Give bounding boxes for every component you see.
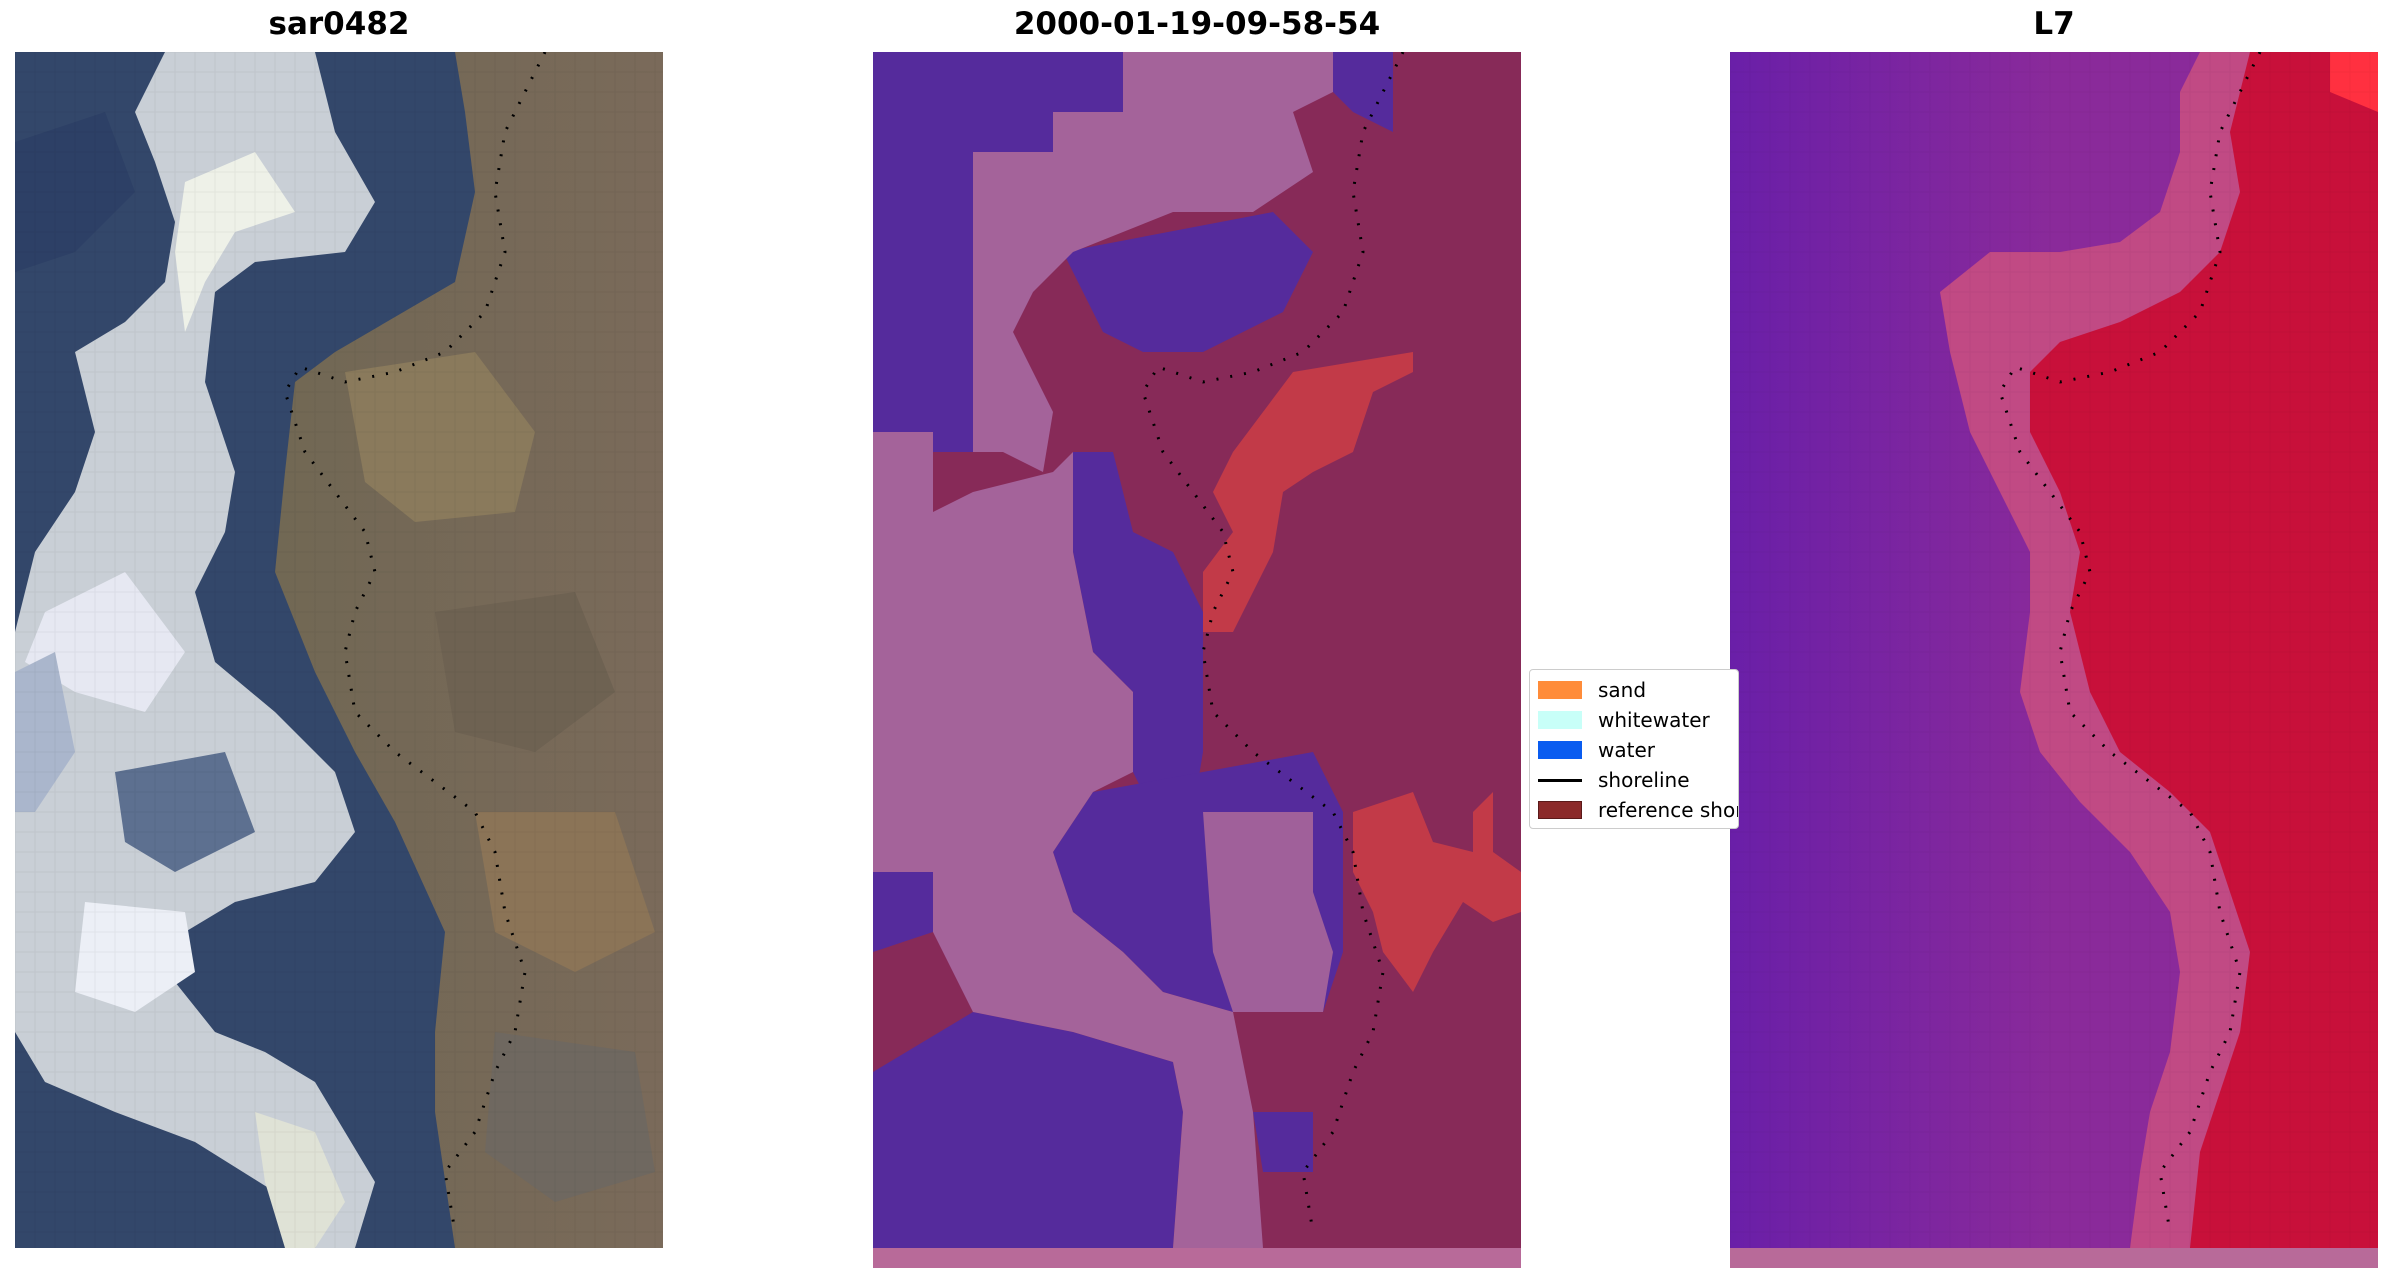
legend-label-sand: sand [1598,678,1647,702]
legend-label-reference-shoreline: reference shoreline [1598,798,1739,822]
shoreline-dots-right [1998,52,2262,1233]
shoreline-dots-center [1141,52,1405,1233]
rgb-satellite-image [15,52,663,1248]
legend-item-reference-shoreline: reference shoreline [1538,797,1739,823]
right-panel-title: L7 [2033,6,2075,42]
legend-label-whitewater: whitewater [1598,708,1710,732]
legend-item-sand: sand [1538,677,1646,703]
legend-item-shoreline: shoreline [1538,767,1690,793]
reference-shoreline-swatch [1538,801,1582,819]
legend-label-shoreline: shoreline [1598,768,1690,792]
legend: sand whitewater water shoreline referenc… [1529,669,1739,829]
l7-index-image [1730,52,2378,1268]
sand-swatch [1538,681,1582,699]
shoreline-dots-left [283,52,547,1233]
legend-label-water: water [1598,738,1655,762]
classified-image [873,52,1521,1268]
whitewater-swatch [1538,711,1582,729]
center-panel-title: 2000-01-19-09-58-54 [1013,6,1381,42]
shoreline-line-swatch [1538,778,1582,782]
left-panel-title: sar0482 [268,6,410,42]
legend-item-whitewater: whitewater [1538,707,1710,733]
water-swatch [1538,741,1582,759]
legend-item-water: water [1538,737,1655,763]
